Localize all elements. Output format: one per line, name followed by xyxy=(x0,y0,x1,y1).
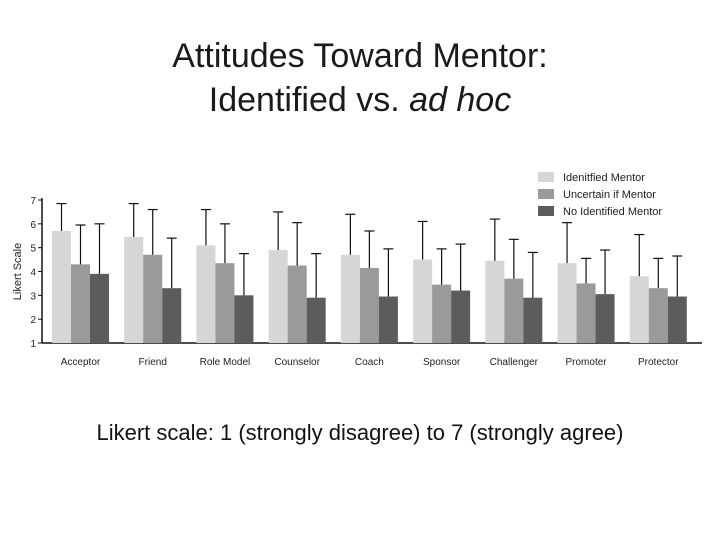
title-line-1: Attitudes Toward Mentor: xyxy=(172,37,548,75)
bar-no-identified-mentor-friend xyxy=(162,288,182,343)
bar-idenitfied-mentor-promoter xyxy=(557,263,577,343)
chart-title: Attitudes Toward Mentor: Identified vs. … xyxy=(0,34,720,122)
x-tick-label-promoter: Promoter xyxy=(565,357,607,368)
bar-uncertain-if-mentor-promoter xyxy=(576,283,596,343)
x-tick-label-coach: Coach xyxy=(355,357,384,368)
bar-no-identified-mentor-challenger xyxy=(523,297,543,343)
legend-swatch-idenitfied-mentor xyxy=(538,172,554,182)
bar-idenitfied-mentor-coach xyxy=(340,254,360,343)
bar-idenitfied-mentor-acceptor xyxy=(52,230,71,343)
x-tick-label-challenger: Challenger xyxy=(490,357,539,368)
likert-scale-caption: Likert scale: 1 (strongly disagree) to 7… xyxy=(96,420,624,445)
y-tick-label: 4 xyxy=(30,268,36,279)
bar-uncertain-if-mentor-protector xyxy=(648,288,668,343)
y-tick-label: 3 xyxy=(30,291,36,302)
bar-no-identified-mentor-coach xyxy=(378,296,398,343)
y-tick-label: 7 xyxy=(30,196,36,207)
bar-uncertain-if-mentor-challenger xyxy=(504,278,524,343)
bar-uncertain-if-mentor-acceptor xyxy=(71,264,90,343)
y-tick-label: 2 xyxy=(30,315,36,326)
bar-uncertain-if-mentor-role-model xyxy=(215,263,235,343)
bar-idenitfied-mentor-counselor xyxy=(268,250,288,343)
y-tick-label: 6 xyxy=(30,220,36,231)
title-line-2-italic: ad hoc xyxy=(409,81,512,119)
x-tick-label-friend: Friend xyxy=(139,357,167,368)
legend-swatch-no-identified-mentor xyxy=(538,206,554,216)
x-tick-label-counselor: Counselor xyxy=(274,357,320,368)
x-tick-label-protector: Protector xyxy=(638,357,679,368)
bar-no-identified-mentor-acceptor xyxy=(90,273,109,343)
legend-swatch-uncertain-if-mentor xyxy=(538,189,554,199)
bar-uncertain-if-mentor-sponsor xyxy=(432,284,452,343)
bar-chart: Likert Scale 1 2 3 4 5 6 7 Acceptor Friend Role Mo… xyxy=(12,172,702,368)
legend-label-no-identified-mentor: No Identified Mentor xyxy=(563,206,662,218)
bar-uncertain-if-mentor-friend xyxy=(143,254,163,343)
bar-no-identified-mentor-counselor xyxy=(306,297,326,343)
bar-no-identified-mentor-promoter xyxy=(595,294,615,343)
legend-label-uncertain-if-mentor: Uncertain if Mentor xyxy=(563,189,656,201)
title-line-2-prefix: Identified vs. xyxy=(208,81,410,119)
bar-uncertain-if-mentor-counselor xyxy=(287,265,307,343)
bar-no-identified-mentor-protector xyxy=(667,296,687,343)
bar-idenitfied-mentor-protector xyxy=(629,276,649,343)
y-tick-label: 1 xyxy=(30,339,36,350)
title-line-2: Identified vs. ad hoc xyxy=(0,78,720,122)
bar-idenitfied-mentor-role-model xyxy=(196,245,216,343)
y-axis-label: Likert Scale xyxy=(12,243,24,300)
bar-idenitfied-mentor-challenger xyxy=(485,260,505,343)
bar-no-identified-mentor-sponsor xyxy=(451,290,471,343)
x-tick-label-sponsor: Sponsor xyxy=(423,357,461,368)
bar-idenitfied-mentor-friend xyxy=(124,236,144,343)
y-tick-label: 5 xyxy=(30,244,36,255)
bar-uncertain-if-mentor-coach xyxy=(359,267,379,343)
bar-no-identified-mentor-role-model xyxy=(234,295,254,343)
bar-idenitfied-mentor-sponsor xyxy=(413,259,433,343)
x-tick-label-role-model: Role Model xyxy=(200,357,251,368)
x-tick-label-acceptor: Acceptor xyxy=(61,357,101,368)
legend-label-idenitfied-mentor: Idenitfied Mentor xyxy=(563,172,645,184)
